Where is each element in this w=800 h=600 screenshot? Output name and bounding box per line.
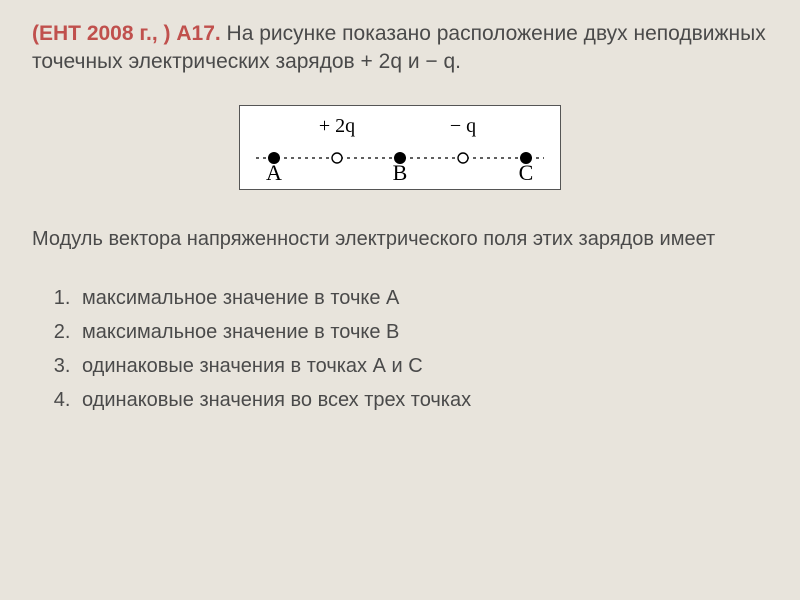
svg-text:− q: − q <box>450 115 476 137</box>
answer-option-1: максимальное значение в точке А <box>76 281 768 315</box>
problem-header: (ЕНТ 2008 г., ) А17. На рисунке показано… <box>32 20 768 77</box>
svg-text:A: A <box>266 160 282 182</box>
answer-option-2: максимальное значение в точке В <box>76 315 768 349</box>
answer-option-3: одинаковые значения в точках А и С <box>76 349 768 383</box>
diagram-wrap: A B C + 2q − q <box>32 105 768 190</box>
svg-text:B: B <box>393 160 408 182</box>
answer-list: максимальное значение в точке А максимал… <box>56 281 768 417</box>
problem-source: (ЕНТ 2008 г., ) А17. <box>32 22 221 45</box>
diagram-box: A B C + 2q − q <box>239 105 561 190</box>
svg-text:C: C <box>519 160 534 182</box>
answer-option-4: одинаковые значения во всех трех точках <box>76 383 768 417</box>
question-prompt: Модуль вектора напряженности электрическ… <box>32 226 768 253</box>
charge-diagram: A B C + 2q − q <box>250 110 550 182</box>
svg-text:+ 2q: + 2q <box>319 115 355 137</box>
slide-root: (ЕНТ 2008 г., ) А17. На рисунке показано… <box>0 0 800 600</box>
